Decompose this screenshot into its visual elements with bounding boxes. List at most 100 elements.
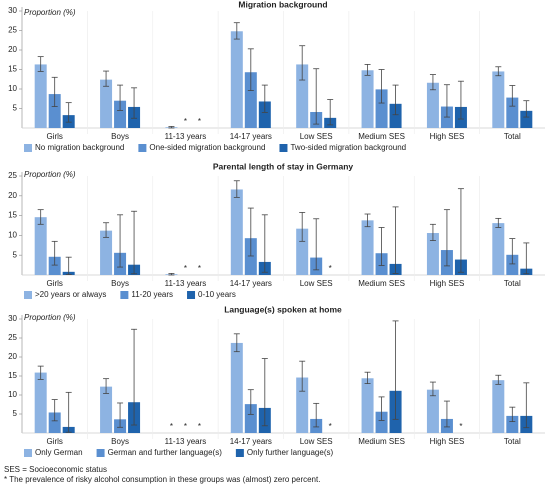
x-tick-label: High SES [430, 437, 465, 446]
x-tick-label: Total [504, 132, 521, 141]
error-bar [299, 360, 306, 392]
y-tick-label: 10 [8, 231, 17, 240]
error-bar [233, 22, 240, 40]
bar [230, 31, 243, 129]
error-bar [523, 100, 530, 118]
error-bar [65, 256, 72, 276]
y-tick-label: 15 [8, 65, 17, 74]
x-tick-label: 14-17 years [230, 437, 272, 446]
error-bar [523, 382, 530, 429]
bar [34, 64, 47, 128]
legend-label: >20 years or always [35, 290, 106, 299]
error-bar [429, 381, 436, 397]
x-tick-label: Total [504, 279, 521, 288]
bar [361, 70, 374, 128]
x-tick-label: 11-13 years [165, 437, 207, 446]
value-label: * [184, 422, 187, 431]
x-tick-label: Girls [46, 132, 62, 141]
bar [230, 189, 243, 275]
bar [506, 97, 519, 128]
x-tick-label: Low SES [300, 132, 333, 141]
error-bar [168, 126, 175, 129]
x-tick-label: Girls [46, 279, 62, 288]
bar [114, 100, 127, 128]
error-bar [168, 273, 175, 276]
error-bar [443, 84, 450, 118]
error-bar [429, 223, 436, 241]
error-bar [51, 76, 58, 107]
error-bar [327, 99, 334, 126]
y-tick-label: 5 [13, 104, 18, 113]
y-axis-label: Proportion (%) [24, 313, 76, 322]
value-label: * [170, 422, 173, 431]
legend-label: One-sided migration background [149, 143, 265, 152]
error-bar [261, 84, 268, 113]
y-tick-label: 20 [8, 45, 17, 54]
error-bar [65, 102, 72, 123]
error-bar [509, 406, 516, 423]
bar [506, 415, 519, 433]
error-bar [233, 333, 240, 353]
value-label: * [198, 117, 201, 126]
x-tick-label: Low SES [300, 437, 333, 446]
value-label: * [329, 264, 332, 273]
error-bar [443, 400, 450, 428]
legend-label: Only German [35, 448, 83, 457]
bar [48, 412, 61, 433]
legend-swatch [187, 291, 196, 299]
y-tick-label: 5 [13, 409, 18, 418]
bar [375, 89, 388, 128]
error-bar [495, 374, 502, 385]
error-bar [299, 212, 306, 242]
bar [361, 378, 374, 433]
bar [230, 342, 243, 433]
x-tick-label: Boys [111, 279, 129, 288]
error-bar [443, 209, 450, 267]
bar [34, 372, 47, 433]
x-tick-label: Boys [111, 132, 129, 141]
bar [100, 386, 113, 433]
bar [100, 79, 113, 128]
value-label: * [459, 422, 462, 431]
value-label: * [329, 422, 332, 431]
error-bar [103, 222, 110, 238]
bar [48, 94, 61, 128]
error-bar [523, 242, 530, 275]
error-bar [51, 399, 58, 422]
error-bar [131, 328, 138, 426]
legend-swatch [24, 144, 32, 152]
y-axis-label: Proportion (%) [24, 170, 76, 179]
error-bar [37, 56, 44, 72]
legend-label: 11-20 years [131, 290, 173, 299]
bar [258, 101, 271, 128]
error-bar [364, 213, 371, 228]
bar [492, 71, 505, 128]
error-bar [392, 84, 399, 116]
error-bar [51, 240, 58, 266]
y-tick-label: 10 [8, 84, 17, 93]
bar [361, 220, 374, 275]
error-bar [247, 207, 254, 257]
error-bar [247, 48, 254, 91]
error-bar [247, 389, 254, 415]
chart-title: Migration background [238, 0, 327, 9]
y-tick-label: 20 [8, 191, 17, 200]
error-bar [495, 66, 502, 77]
x-tick-label: Boys [111, 437, 129, 446]
x-tick-label: 14-17 years [230, 132, 272, 141]
x-tick-label: Medium SES [358, 437, 405, 446]
error-bar [131, 210, 138, 275]
error-bar [37, 209, 44, 225]
bar [426, 82, 439, 128]
bar [244, 238, 257, 275]
y-tick-label: 30 [8, 314, 17, 323]
value-label: * [198, 422, 201, 431]
error-bar [313, 218, 320, 271]
error-bar [117, 214, 124, 268]
error-bar [261, 214, 268, 273]
legend-label: German and further language(s) [108, 448, 223, 457]
y-tick-label: 30 [8, 6, 17, 15]
error-bar [457, 188, 464, 273]
error-bar [313, 68, 320, 125]
